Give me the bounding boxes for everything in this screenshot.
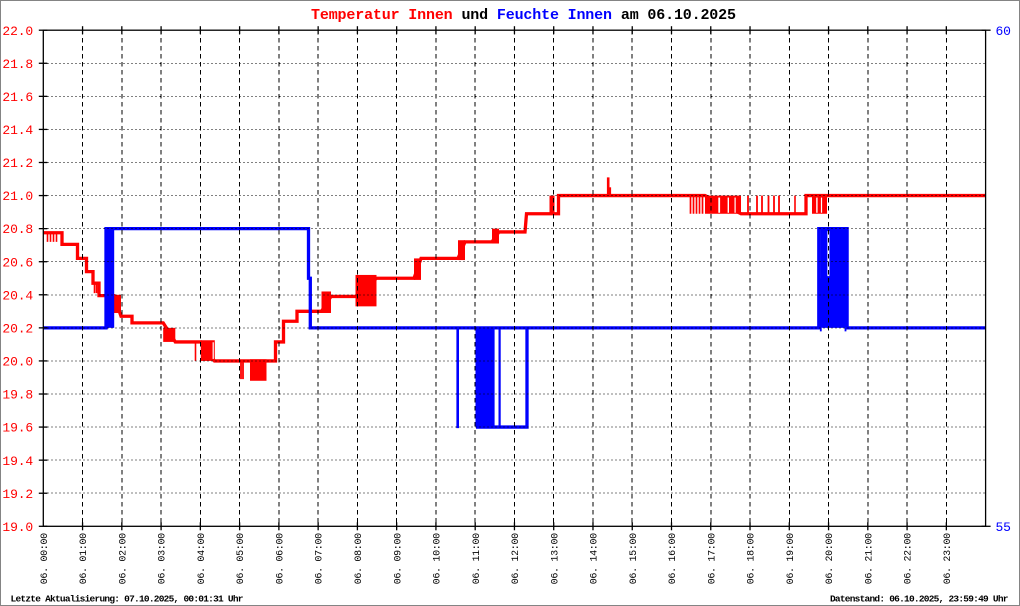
svg-text:06. 22:00: 06. 22:00 xyxy=(904,533,915,585)
svg-text:21.0: 21.0 xyxy=(2,189,33,204)
svg-text:06. 11:00: 06. 11:00 xyxy=(472,533,483,585)
svg-text:21.4: 21.4 xyxy=(2,123,33,138)
svg-text:06. 05:00: 06. 05:00 xyxy=(236,533,247,585)
svg-text:06. 18:00: 06. 18:00 xyxy=(747,533,758,585)
svg-text:06. 01:00: 06. 01:00 xyxy=(79,533,90,585)
svg-text:21.6: 21.6 xyxy=(2,90,33,105)
svg-text:19.0: 19.0 xyxy=(2,520,33,535)
svg-text:06. 21:00: 06. 21:00 xyxy=(864,533,875,585)
svg-text:19.4: 19.4 xyxy=(2,454,33,469)
svg-text:am 06.10.2025: am 06.10.2025 xyxy=(621,7,736,24)
svg-text:20.0: 20.0 xyxy=(2,355,33,370)
svg-text:06. 10:00: 06. 10:00 xyxy=(433,533,444,585)
svg-text:06. 03:00: 06. 03:00 xyxy=(158,533,169,585)
svg-text:20.2: 20.2 xyxy=(2,321,33,336)
svg-text:Temperatur Innen: Temperatur Innen xyxy=(311,7,453,24)
svg-text:06. 16:00: 06. 16:00 xyxy=(668,533,679,585)
svg-text:und: und xyxy=(462,7,489,24)
svg-text:20.4: 20.4 xyxy=(2,288,33,303)
svg-text:06. 04:00: 06. 04:00 xyxy=(197,533,208,585)
svg-text:Letzte Aktualisierung: 07.10.2: Letzte Aktualisierung: 07.10.2025, 00:01… xyxy=(11,594,244,605)
svg-text:20.6: 20.6 xyxy=(2,255,33,270)
svg-text:06. 14:00: 06. 14:00 xyxy=(590,533,601,585)
svg-text:22.0: 22.0 xyxy=(2,24,33,39)
svg-text:06. 12:00: 06. 12:00 xyxy=(511,533,522,585)
svg-text:55: 55 xyxy=(996,520,1011,535)
svg-text:60: 60 xyxy=(996,24,1011,39)
svg-text:19.2: 19.2 xyxy=(2,487,33,502)
svg-text:06. 00:00: 06. 00:00 xyxy=(40,533,51,585)
svg-text:Feuchte Innen: Feuchte Innen xyxy=(497,7,612,24)
svg-text:06. 07:00: 06. 07:00 xyxy=(315,533,326,585)
svg-text:19.6: 19.6 xyxy=(2,421,33,436)
svg-text:06. 23:00: 06. 23:00 xyxy=(943,533,954,585)
svg-text:06. 06:00: 06. 06:00 xyxy=(275,533,286,585)
svg-text:06. 17:00: 06. 17:00 xyxy=(707,533,718,585)
svg-text:06. 19:00: 06. 19:00 xyxy=(786,533,797,585)
svg-text:06. 20:00: 06. 20:00 xyxy=(825,533,836,585)
svg-text:06. 15:00: 06. 15:00 xyxy=(629,533,640,585)
svg-text:21.8: 21.8 xyxy=(2,57,33,72)
svg-text:Datenstand: 06.10.2025, 23:59:: Datenstand: 06.10.2025, 23:59:49 Uhr xyxy=(830,594,1009,605)
svg-text:06. 08:00: 06. 08:00 xyxy=(354,533,365,585)
svg-text:20.8: 20.8 xyxy=(2,222,33,237)
svg-text:06. 02:00: 06. 02:00 xyxy=(118,533,129,585)
svg-text:19.8: 19.8 xyxy=(2,388,33,403)
svg-text:06. 13:00: 06. 13:00 xyxy=(550,533,561,585)
svg-text:06. 09:00: 06. 09:00 xyxy=(393,533,404,585)
svg-text:21.2: 21.2 xyxy=(2,156,33,171)
